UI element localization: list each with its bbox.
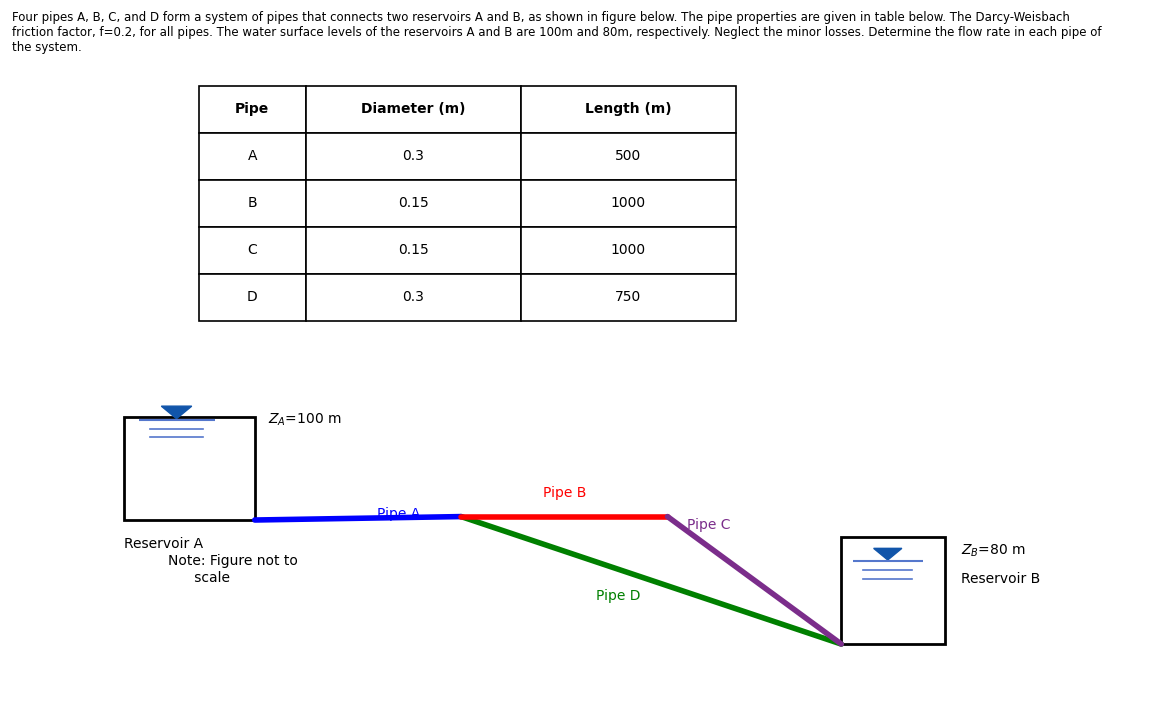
- Text: Length (m): Length (m): [585, 102, 672, 116]
- Bar: [521, 86, 736, 133]
- Bar: [124, 416, 255, 520]
- Text: 0.15: 0.15: [398, 243, 429, 257]
- Bar: [306, 227, 521, 274]
- Bar: [199, 274, 306, 321]
- Text: Note: Figure not to
      scale: Note: Figure not to scale: [168, 555, 298, 585]
- Bar: [841, 538, 945, 644]
- Text: 750: 750: [616, 290, 641, 304]
- Text: Diameter (m): Diameter (m): [361, 102, 466, 116]
- Text: D: D: [246, 290, 258, 304]
- Bar: [521, 133, 736, 180]
- Text: Pipe: Pipe: [235, 102, 270, 116]
- Text: $Z_A$=100 m: $Z_A$=100 m: [267, 412, 341, 429]
- Bar: [199, 227, 306, 274]
- Text: C: C: [248, 243, 257, 257]
- Text: Reservoir B: Reservoir B: [961, 572, 1040, 585]
- Text: Pipe A: Pipe A: [377, 507, 420, 521]
- Bar: [306, 133, 521, 180]
- Text: 1000: 1000: [611, 196, 646, 210]
- Bar: [199, 133, 306, 180]
- Text: B: B: [248, 196, 257, 210]
- Text: Four pipes A, B, C, and D form a system of pipes that connects two reservoirs A : Four pipes A, B, C, and D form a system …: [12, 11, 1101, 53]
- Polygon shape: [161, 406, 192, 419]
- Text: Reservoir A: Reservoir A: [124, 538, 203, 551]
- Text: $Z_B$=80 m: $Z_B$=80 m: [961, 543, 1026, 559]
- Text: A: A: [248, 149, 257, 163]
- Text: 0.15: 0.15: [398, 196, 429, 210]
- Bar: [521, 180, 736, 227]
- Text: Pipe B: Pipe B: [543, 486, 586, 501]
- Text: 500: 500: [616, 149, 641, 163]
- Polygon shape: [874, 548, 902, 560]
- Bar: [521, 274, 736, 321]
- Text: Pipe D: Pipe D: [597, 589, 641, 602]
- Bar: [306, 274, 521, 321]
- Bar: [521, 227, 736, 274]
- Text: 0.3: 0.3: [403, 290, 424, 304]
- Text: 1000: 1000: [611, 243, 646, 257]
- Bar: [306, 180, 521, 227]
- Bar: [306, 86, 521, 133]
- Bar: [199, 180, 306, 227]
- Text: Pipe C: Pipe C: [687, 518, 730, 532]
- Bar: [199, 86, 306, 133]
- Text: 0.3: 0.3: [403, 149, 424, 163]
